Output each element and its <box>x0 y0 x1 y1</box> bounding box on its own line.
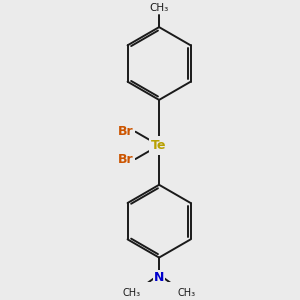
Text: CH₃: CH₃ <box>123 288 141 298</box>
Text: Br: Br <box>118 152 134 166</box>
Text: CH₃: CH₃ <box>149 4 169 14</box>
Text: CH₃: CH₃ <box>177 288 195 298</box>
Text: Te: Te <box>151 139 167 152</box>
Text: Br: Br <box>118 125 134 138</box>
Text: N: N <box>154 271 164 284</box>
